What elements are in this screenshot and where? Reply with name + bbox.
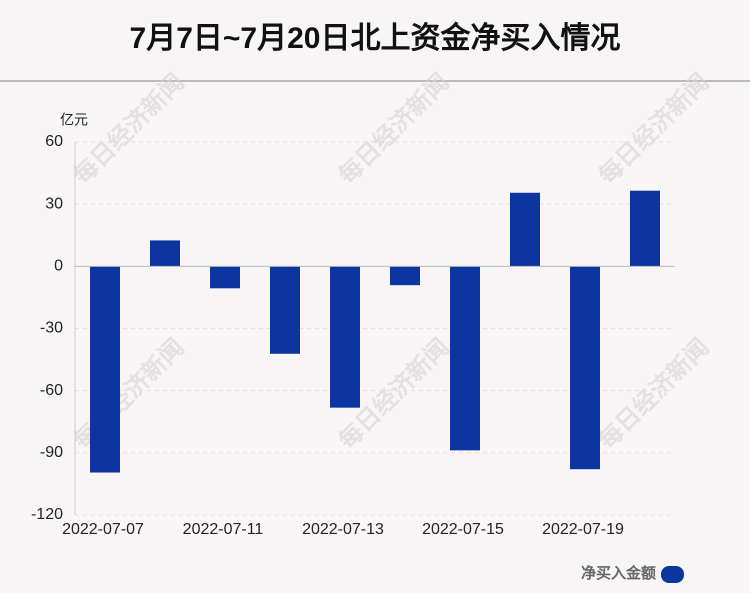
y-tick-label: 60 xyxy=(45,133,63,150)
y-tick-label: -60 xyxy=(40,382,63,399)
bar xyxy=(270,266,300,354)
bar xyxy=(390,266,420,286)
bar xyxy=(630,190,660,267)
x-tick-label: 2022-07-13 xyxy=(302,521,384,538)
x-tick-label: 2022-07-11 xyxy=(183,521,264,538)
y-tick-label: -30 xyxy=(40,320,63,337)
y-tick-label: 30 xyxy=(45,195,63,212)
bar xyxy=(90,266,120,473)
y-tick-label: -120 xyxy=(31,506,63,523)
x-tick-label: 2022-07-15 xyxy=(422,521,504,538)
bar xyxy=(450,266,480,451)
y-unit: 亿元 xyxy=(60,112,88,128)
y-tick-label: -90 xyxy=(40,444,63,461)
y-tick-label: 0 xyxy=(54,258,63,275)
bar xyxy=(330,266,360,408)
legend-swatch xyxy=(661,566,684,583)
bar xyxy=(570,266,600,470)
x-tick-label: 2022-07-19 xyxy=(542,521,624,538)
x-tick-label: 2022-07-07 xyxy=(62,521,144,538)
bar xyxy=(510,192,540,267)
chart-title: 7月7日~7月20日北上资金净买入情况 xyxy=(130,21,621,55)
bar xyxy=(150,240,180,267)
bar xyxy=(210,266,240,289)
legend-label: 净买入金额 xyxy=(581,564,656,582)
